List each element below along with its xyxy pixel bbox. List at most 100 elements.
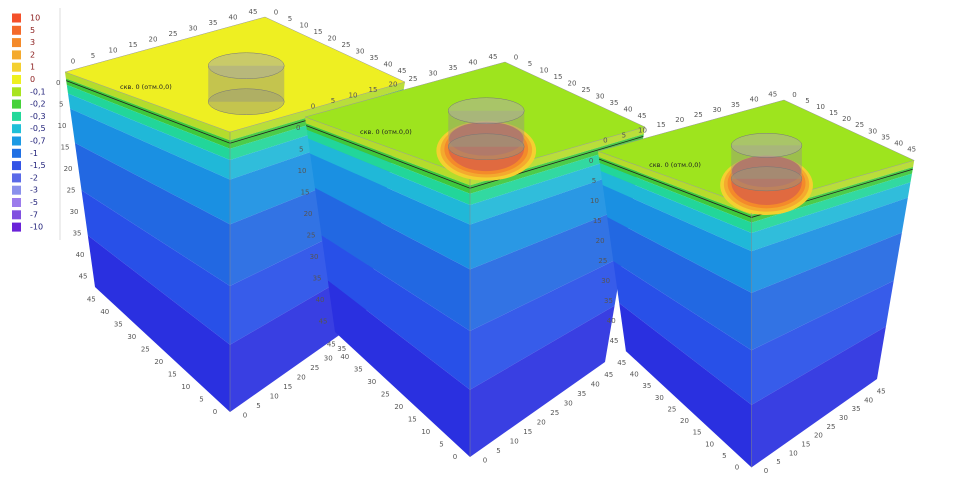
axis-tick-label: 10	[58, 122, 67, 130]
axis-tick-label: 30	[564, 399, 573, 407]
axis-tick-label: 30	[310, 253, 319, 261]
legend-swatch	[12, 111, 21, 121]
legend-swatch	[12, 136, 21, 146]
axis-tick-label: 5	[59, 100, 63, 108]
axis-tick-label: 45	[319, 317, 328, 325]
soil-layer	[65, 72, 230, 141]
soil-layer	[327, 280, 470, 457]
soil-layer	[74, 142, 231, 286]
soil-layer	[470, 150, 641, 225]
axis-tick-label: 25	[67, 186, 76, 194]
axis-tick-label: 25	[169, 30, 178, 38]
soil-layer	[306, 129, 470, 205]
axis-tick-label: 20	[328, 34, 337, 42]
axis-tick-label: 20	[149, 35, 158, 43]
axis-tick-label: 30	[839, 414, 848, 422]
legend-label: -7	[30, 210, 38, 219]
axis-tick-label: 10	[421, 428, 430, 436]
legend-swatch	[12, 210, 21, 220]
legend-label: 2	[30, 50, 35, 59]
axis-tick-label: 25	[598, 257, 607, 265]
axis-tick-label: 15	[301, 188, 310, 196]
axis-tick-label: 5	[592, 177, 596, 185]
axis-tick-label: 20	[154, 358, 163, 366]
axis-tick-label: 10	[705, 440, 714, 448]
axis-tick-label: 40	[624, 105, 633, 113]
legend-label: -0,2	[30, 100, 46, 109]
legend-swatch	[12, 25, 21, 35]
axis-tick-label: 5	[528, 60, 532, 68]
legend-label: 0	[30, 75, 35, 84]
axis-tick-label: 35	[852, 405, 861, 413]
axis-tick-label: 20	[814, 432, 823, 440]
axis-tick-label: 35	[610, 99, 619, 107]
soil-layer	[600, 171, 752, 252]
legend-label: -1	[30, 149, 38, 158]
axis-tick-label: 0	[589, 157, 593, 165]
axis-tick-label: 0	[243, 411, 247, 419]
axis-tick-label: 20	[675, 116, 684, 124]
legend-swatch	[12, 99, 21, 109]
legend-label: -1,5	[30, 161, 46, 170]
axis-tick-label: 15	[829, 109, 838, 117]
soil-layer	[305, 117, 470, 186]
soil-layer	[230, 82, 405, 141]
axis-tick-label: 15	[593, 217, 602, 225]
axis-tick-label: 5	[805, 97, 809, 105]
axis-tick-label: 40	[340, 353, 349, 361]
axis-tick-label: 5	[622, 131, 626, 139]
axis-tick-label: 40	[76, 251, 85, 259]
axis-tick-label: 25	[550, 409, 559, 417]
axis-tick-label: 25	[310, 364, 319, 372]
axis-tick-label: 5	[776, 458, 780, 466]
foundation-cylinder	[448, 133, 525, 160]
axis-tick-label: 40	[384, 60, 393, 68]
axis-tick-label: 35	[577, 390, 586, 398]
axis-tick-label: 10	[298, 167, 307, 175]
axis-tick-label: 10	[510, 437, 519, 445]
axis-tick-label: 15	[61, 143, 70, 151]
axis-tick-label: 35	[354, 365, 363, 373]
axis-tick-label: 0	[792, 91, 796, 99]
axis-tick-label: 10	[789, 449, 798, 457]
axis-tick-label: 45	[249, 8, 258, 16]
axis-tick-label: 5	[256, 402, 260, 410]
soil-layer	[613, 261, 752, 405]
axis-tick-label: 30	[655, 394, 664, 402]
axis-tick-label: 10	[590, 197, 599, 205]
axis-tick-label: 15	[283, 383, 292, 391]
axis-tick-label: 35	[73, 229, 82, 237]
axis-tick-label: 15	[314, 28, 323, 36]
axis-tick-label: 10	[349, 91, 358, 99]
soil-layer	[751, 173, 912, 233]
soil-layer	[751, 326, 886, 468]
axis-tick-label: 20	[842, 115, 851, 123]
legend-label: 5	[30, 26, 35, 35]
legend-label: -0,1	[30, 87, 46, 96]
axis-tick-label: 20	[297, 373, 306, 381]
axis-tick-label: 35	[370, 54, 379, 62]
axis-tick-label: 10	[181, 383, 190, 391]
axis-tick-label: 45	[604, 371, 613, 379]
axis-tick-label: 45	[638, 112, 647, 120]
axis-tick-label: 35	[337, 345, 346, 353]
axis-tick-label: 40	[100, 308, 109, 316]
axis-tick-label: 5	[439, 440, 443, 448]
axis-tick-label: 45	[87, 295, 96, 303]
soil-layer	[751, 280, 894, 405]
foundation-cylinder	[208, 52, 285, 79]
soil-layer	[470, 305, 615, 457]
axis-tick-label: 10	[816, 103, 825, 111]
axis-tick-label: 15	[554, 73, 563, 81]
soil-layer	[470, 256, 623, 390]
axis-tick-label: 40	[750, 96, 759, 104]
axis-tick-label: 35	[313, 274, 322, 282]
axis-tick-label: 25	[667, 405, 676, 413]
axis-tick-label: 0	[514, 53, 518, 61]
axis-tick-label: 35	[642, 382, 651, 390]
axis-tick-label: 15	[408, 415, 417, 423]
axis-tick-label: 15	[657, 121, 666, 129]
axis-tick-label: 5	[299, 145, 303, 153]
soil-layer	[310, 153, 470, 270]
